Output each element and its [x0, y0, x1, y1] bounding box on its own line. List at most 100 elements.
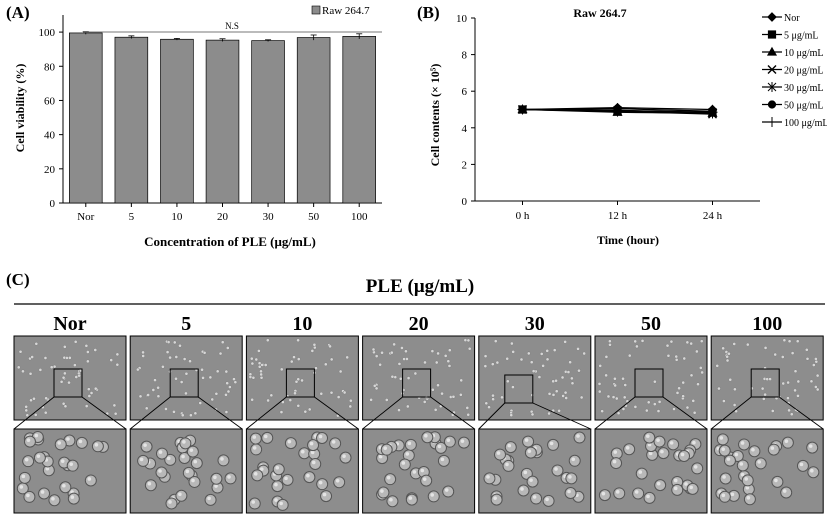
magnified-cell — [565, 472, 578, 485]
overview-cell — [505, 356, 509, 361]
overview-cell — [380, 350, 384, 355]
overview-cell — [369, 398, 373, 402]
magnified-cell — [137, 454, 150, 467]
cell-highlight — [740, 472, 745, 477]
cell-highlight — [40, 490, 45, 494]
magnified-cell — [284, 437, 297, 450]
overview-cell — [164, 407, 168, 411]
overview-cell — [233, 380, 238, 384]
overview-cell — [165, 350, 170, 354]
cell-highlight — [185, 469, 190, 474]
overview-cell — [812, 363, 816, 367]
magnified-cell — [165, 497, 178, 510]
cell-highlight — [656, 481, 661, 486]
column-label-Nor: Nor — [53, 313, 86, 335]
overview-cell — [61, 401, 66, 406]
panel-a-bars — [69, 31, 376, 204]
magnified-cell — [307, 439, 320, 452]
overview-cell — [604, 373, 608, 378]
overview-cell — [431, 387, 435, 392]
overview-cell — [695, 349, 699, 354]
overview-cell — [666, 353, 671, 358]
overview-cell — [184, 371, 189, 376]
panel-a-ns-annotation: N.S — [225, 21, 239, 31]
cell-highlight — [545, 497, 549, 502]
magnified-cell — [156, 447, 169, 460]
overview-cell — [681, 394, 685, 398]
magnified-cell — [179, 437, 192, 450]
overview-cell — [622, 395, 627, 400]
panel-a-x-axis-label: Concentration of PLE (μg/mL) — [144, 234, 316, 249]
overview-cell — [815, 373, 820, 378]
overview-cell — [633, 339, 638, 344]
overview-cell — [721, 346, 725, 351]
cell-highlight — [342, 454, 346, 458]
overview-cell — [582, 351, 586, 356]
cell-highlight — [486, 475, 490, 479]
overview-cell — [568, 360, 572, 365]
overview-cell — [314, 366, 318, 370]
magnified-cell — [771, 475, 784, 488]
overview-cell — [402, 357, 406, 361]
overview-cell — [296, 377, 301, 382]
overview-cell — [293, 391, 297, 396]
overview-cell — [84, 344, 89, 348]
overview-cell — [621, 376, 625, 381]
overview-cell — [699, 339, 704, 343]
overview-cell — [598, 364, 603, 368]
cell-highlight — [638, 470, 643, 474]
cell-highlight — [253, 472, 258, 476]
overview-cell — [269, 393, 274, 398]
marker-triangle — [766, 46, 778, 56]
overview-cell — [115, 352, 120, 357]
overview-cell — [483, 364, 488, 368]
magnified-cell — [251, 469, 264, 482]
magnified-cell — [22, 455, 35, 468]
overview-cell — [224, 393, 228, 397]
overview-cell — [328, 344, 332, 349]
overview-cell — [38, 368, 43, 372]
cell-highlight — [660, 449, 664, 454]
overview-cell — [814, 385, 818, 389]
cell-highlight — [318, 434, 323, 439]
overview-cell — [86, 359, 90, 364]
panel-b-y-tick-label: 6 — [462, 86, 468, 98]
overview-cell — [692, 410, 697, 415]
panel-c: (C) PLE (μg/mL) Nor 5 10 20 30 50 100 — [6, 270, 825, 514]
magnified-cell — [427, 490, 440, 503]
cell-highlight — [389, 497, 393, 502]
cell-highlight — [412, 470, 417, 474]
overview-cell — [371, 347, 376, 352]
magnified-cell — [551, 464, 564, 477]
magnified-cell — [502, 459, 515, 472]
overview-cell — [491, 393, 495, 398]
overview-cell — [266, 398, 270, 403]
cell-highlight — [227, 475, 231, 479]
micrograph-column-5: 5 — [129, 313, 243, 514]
cell-highlight — [612, 459, 617, 464]
magnified-cell — [483, 472, 496, 485]
overview-cell — [563, 390, 568, 395]
micrograph-column-Nor: Nor — [13, 313, 127, 514]
zoom-connector — [662, 396, 708, 430]
overview-cell — [168, 355, 172, 360]
panel-a-label: (A) — [6, 3, 30, 22]
overview-cell — [423, 360, 427, 365]
overview-cell — [640, 339, 645, 343]
cell-highlight — [386, 475, 391, 480]
cell-highlight — [751, 447, 755, 452]
overview-cell — [259, 369, 263, 374]
magnified-cell — [23, 435, 36, 448]
cell-highlight — [70, 495, 75, 499]
cell-highlight — [322, 492, 327, 497]
overview-cell — [208, 375, 213, 380]
magnified-cell — [249, 432, 262, 445]
cell-highlight — [214, 484, 218, 488]
overview-cell — [29, 398, 33, 403]
overview-cell — [451, 394, 456, 399]
cell-highlight — [554, 467, 558, 471]
overview-cell — [466, 338, 471, 343]
overview-cell — [406, 404, 410, 409]
overview-cell — [300, 378, 304, 383]
magnified-cell — [33, 451, 46, 464]
